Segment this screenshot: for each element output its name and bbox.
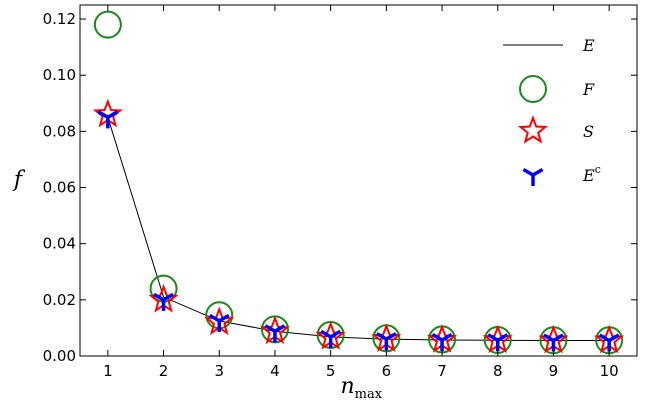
x-tick-label: 9: [549, 362, 559, 380]
data-point-circle: [93, 10, 122, 39]
x-tick-label: 6: [382, 362, 392, 380]
data-point-tri: [320, 329, 342, 348]
legend-star-swatch: [517, 115, 549, 144]
series-circle: [93, 10, 624, 355]
x-tick-label: 8: [493, 362, 503, 380]
y-tick-label: 0.04: [43, 235, 76, 253]
legend-tri-swatch: [522, 167, 544, 186]
data-point-tri: [97, 110, 119, 129]
x-axis-label: nmax: [341, 374, 383, 402]
series-line: [107, 117, 610, 342]
legend-entry: E: [503, 36, 595, 55]
legend-entry: Ec: [522, 163, 601, 186]
data-point-tri: [264, 324, 286, 343]
data-point-tri: [543, 333, 564, 352]
y-tick-label: 0.08: [43, 122, 76, 140]
legend-label: E: [582, 36, 595, 55]
x-tick-label: 10: [600, 362, 619, 380]
series-tri: [97, 110, 620, 352]
data-point-tri: [208, 313, 230, 332]
series-star: [92, 98, 625, 354]
y-tick-label: 0.02: [43, 291, 76, 309]
x-tick-label: 4: [270, 362, 280, 380]
data-point-tri: [375, 332, 397, 351]
series-line-e: [107, 117, 610, 342]
y-tick-label: 0.12: [43, 10, 76, 28]
x-tick-label: 7: [437, 362, 447, 380]
legend-circle-swatch: [519, 75, 547, 103]
legend-entry: F: [519, 75, 595, 103]
x-tick-label: 2: [159, 362, 169, 380]
y-tick-label: 0.06: [43, 179, 76, 197]
y-axis-label: f: [12, 168, 26, 193]
data-point-tri: [598, 333, 620, 352]
y-tick-label: 0.10: [43, 66, 76, 84]
legend-label: S: [583, 122, 594, 141]
x-tick-label: 5: [326, 362, 336, 380]
data-point-tri: [487, 333, 509, 352]
data-point-tri: [153, 292, 174, 311]
legend-entry: S: [517, 115, 594, 144]
x-tick-label: 3: [214, 362, 224, 380]
legend-label: Ec: [582, 163, 601, 185]
y-tick-label: 0.00: [43, 347, 76, 365]
data-point-tri: [431, 332, 453, 351]
legend-label-sup: c: [595, 163, 601, 176]
x-tick-label: 1: [103, 362, 113, 380]
legend-label: F: [582, 80, 595, 99]
plot-frame: [79, 4, 638, 357]
